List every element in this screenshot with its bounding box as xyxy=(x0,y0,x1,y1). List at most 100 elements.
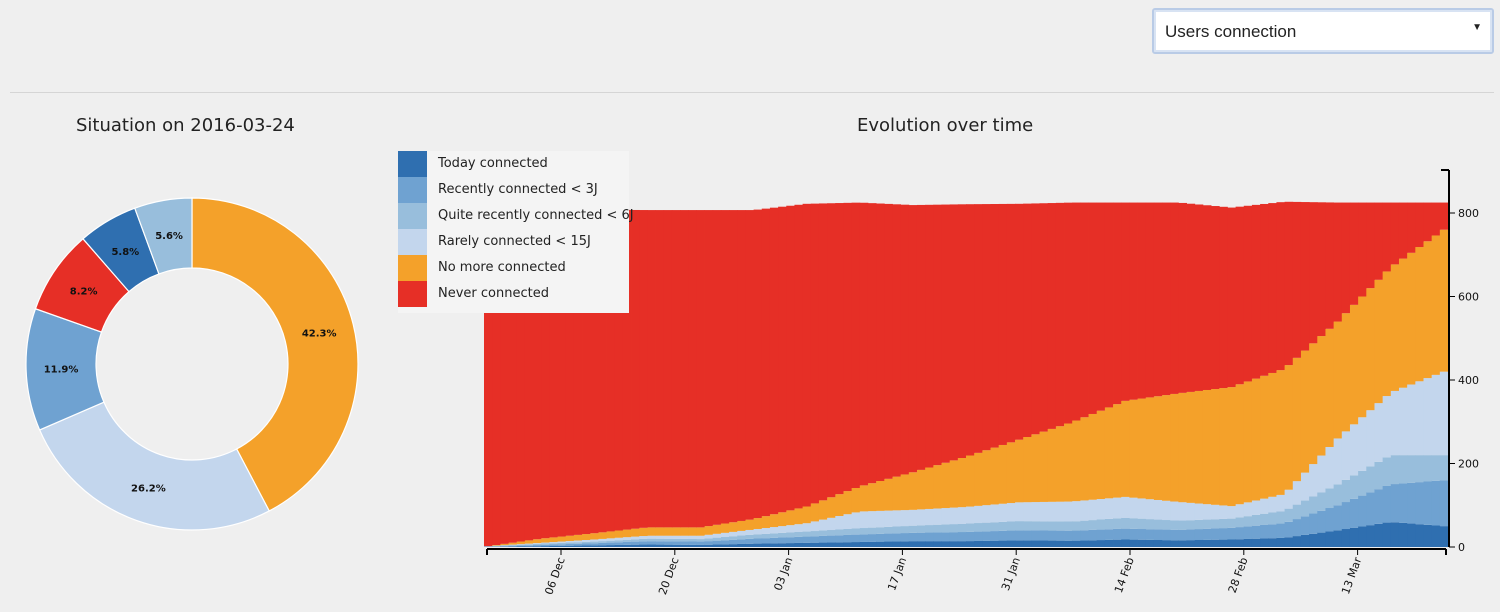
stack-bar-segment xyxy=(696,541,705,545)
stack-bar-segment xyxy=(1162,529,1171,541)
pie-slice[interactable] xyxy=(38,401,271,531)
stack-bar-segment xyxy=(1382,396,1392,458)
stack-bar-segment xyxy=(1006,203,1016,443)
stack-bar-segment xyxy=(990,504,1000,523)
stack-bar-segment xyxy=(1439,455,1449,481)
stack-bar-segment xyxy=(614,530,624,538)
stack-bar-segment xyxy=(1227,518,1236,528)
stack-bar-segment xyxy=(745,538,754,544)
stack-bar-segment xyxy=(598,545,607,547)
stack-bar-segment xyxy=(998,503,1008,522)
stack-bar-segment xyxy=(966,523,975,532)
legend-swatch xyxy=(398,229,427,255)
stack-bar-segment xyxy=(1390,522,1400,547)
stack-bar-segment xyxy=(1145,529,1155,540)
stack-bar-segment xyxy=(908,525,918,533)
stack-bar-segment xyxy=(1039,530,1049,541)
stack-bar-segment xyxy=(1251,378,1261,501)
stack-bar-segment xyxy=(1243,538,1253,547)
stack-bar-segment xyxy=(933,465,942,509)
pie-slice[interactable] xyxy=(191,197,359,512)
legend-label: Today connected xyxy=(438,156,548,171)
stack-bar-segment xyxy=(1243,502,1253,517)
stack-bar-segment xyxy=(1415,455,1424,483)
stack-bar-segment xyxy=(1162,395,1171,501)
stack-bar-segment xyxy=(516,544,526,546)
stack-bar-segment xyxy=(908,472,918,510)
stack-bar-segment xyxy=(949,524,959,533)
stack-bar-segment xyxy=(1268,512,1277,525)
stack-bar-segment xyxy=(1309,513,1318,534)
stack-bar-segment xyxy=(533,545,542,547)
stack-bar-segment xyxy=(1072,540,1081,547)
stack-bar-segment xyxy=(818,519,828,531)
stack-bar-segment xyxy=(1186,520,1196,530)
stack-bar-segment xyxy=(1202,205,1212,390)
stack-bar-segment xyxy=(851,542,861,547)
stack-bar-segment xyxy=(990,540,1000,547)
stack-bar-segment xyxy=(827,542,836,547)
pie-slice[interactable] xyxy=(134,197,193,275)
stack-bar-segment xyxy=(508,542,518,545)
stack-bar-segment xyxy=(720,540,730,545)
stack-bar-segment xyxy=(1015,502,1024,522)
chart-type-select[interactable]: Users connection ▼ xyxy=(1152,8,1494,54)
legend-swatch xyxy=(398,203,427,229)
stack-bar-segment xyxy=(1031,434,1040,503)
pie-slice-label: 5.6% xyxy=(155,231,183,242)
stack-bar-segment xyxy=(1072,521,1081,531)
stack-bar-segment xyxy=(957,204,967,459)
stack-bar-segment xyxy=(786,525,795,533)
stack-bar-segment xyxy=(622,541,632,545)
stack-bar-segment xyxy=(1227,527,1236,540)
stack-bar-segment xyxy=(1341,431,1351,480)
stack-bar-segment xyxy=(1276,523,1286,538)
stack-bar-segment xyxy=(1178,202,1187,393)
stack-bar-segment xyxy=(1047,540,1057,547)
stack-bar-segment xyxy=(867,511,877,528)
stack-bar-segment xyxy=(1398,258,1408,388)
stack-bar-segment xyxy=(794,536,804,543)
stack-bar-segment xyxy=(1194,503,1204,520)
stack-bar-segment xyxy=(1178,520,1187,530)
stack-bar-segment xyxy=(1006,530,1016,541)
stack-bar-segment xyxy=(1202,528,1212,540)
stack-bar-segment xyxy=(786,205,795,511)
stack-bar-segment xyxy=(1333,505,1343,531)
stack-bar-segment xyxy=(1039,540,1049,547)
stack-bar-segment xyxy=(957,532,967,542)
x-tick-label: 06 Dec xyxy=(542,556,567,597)
stack-bar-segment xyxy=(1162,202,1171,396)
stack-bar-segment xyxy=(704,544,714,547)
stack-bar-segment xyxy=(1235,517,1245,528)
stack-bar-segment xyxy=(1064,202,1073,424)
stack-bar-segment xyxy=(565,542,575,545)
caret-down-icon: ▼ xyxy=(1472,22,1482,33)
stack-bar-segment xyxy=(1423,202,1433,242)
stack-bar-segment xyxy=(631,536,640,540)
stack-bar-segment xyxy=(761,208,771,517)
stack-bar-segment xyxy=(916,204,926,470)
stack-bar-segment xyxy=(843,514,853,529)
stack-bar-segment xyxy=(1235,539,1245,547)
chart-legend: Today connected Recently connected < 3J … xyxy=(398,151,634,313)
stack-bar-segment xyxy=(957,523,967,533)
stack-bar-segment xyxy=(1227,207,1236,388)
stack-bar-segment xyxy=(1325,202,1335,329)
pie-slice-label: 11.9% xyxy=(44,365,79,376)
stack-bar-segment xyxy=(966,531,975,542)
stack-bar-segment xyxy=(1104,529,1114,540)
stack-bar-segment xyxy=(1129,528,1138,540)
stack-bar-segment xyxy=(704,538,714,542)
stack-bar-segment xyxy=(1268,524,1277,539)
stack-bar-segment xyxy=(533,546,542,547)
stack-bar-segment xyxy=(876,533,885,542)
stack-bar-segment xyxy=(827,497,836,518)
stack-bar-segment xyxy=(1121,528,1130,540)
stack-bar-segment xyxy=(720,210,730,524)
stack-bar-segment xyxy=(573,543,583,546)
stack-bar-segment xyxy=(1415,381,1424,456)
stack-bar-segment xyxy=(565,535,575,542)
stack-bar-segment xyxy=(1268,372,1277,497)
stack-bar-segment xyxy=(1341,313,1351,432)
